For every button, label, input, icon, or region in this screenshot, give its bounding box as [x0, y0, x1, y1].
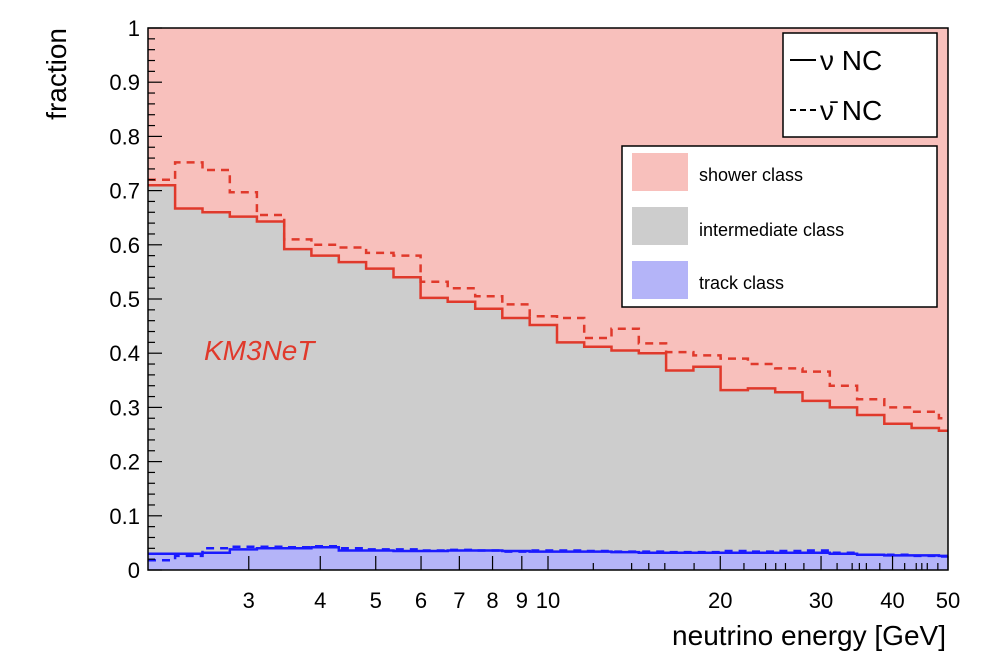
y-tick-label: 1 — [128, 16, 140, 41]
track-class-swatch — [632, 261, 688, 299]
series-lines — [148, 161, 948, 562]
y-axis-title: fraction — [41, 28, 72, 120]
intermediate-class-swatch — [632, 207, 688, 245]
line-style-legend: ν NC ν̄ NC — [782, 32, 938, 138]
shower-class-swatch — [632, 153, 688, 191]
y-tick-label: 0.7 — [109, 179, 140, 204]
series-line-track-boundary-solid — [148, 545, 948, 558]
y-tick-label: 0.4 — [109, 341, 140, 366]
y-tick-label: 0.2 — [109, 450, 140, 475]
intermediate-class-label: intermediate class — [699, 220, 844, 240]
x-tick-label: 20 — [708, 588, 732, 613]
class-legend: shower class intermediate class track cl… — [621, 145, 938, 308]
series-line-shower-boundary-dashed — [148, 161, 948, 420]
x-axis-title: neutrino energy [GeV] — [672, 620, 946, 651]
x-tick-label: 6 — [415, 588, 427, 613]
y-tick-label: 0.6 — [109, 233, 140, 258]
series-line-shower-boundary-solid — [148, 183, 948, 432]
legend-nubar-nc-label: ν̄ NC — [820, 95, 882, 126]
axes — [147, 27, 949, 571]
x-tick-label: 3 — [243, 588, 255, 613]
shower-class-label: shower class — [699, 165, 803, 185]
x-tick-label: 10 — [536, 588, 560, 613]
x-tick-label: 9 — [516, 588, 528, 613]
x-tick-label: 50 — [936, 588, 960, 613]
track-class-label: track class — [699, 273, 784, 293]
x-tick-label: 5 — [370, 588, 382, 613]
y-tick-label: 0.1 — [109, 504, 140, 529]
y-tick-label: 0.3 — [109, 395, 140, 420]
x-tick-label: 40 — [880, 588, 904, 613]
y-tick-label: 0 — [128, 558, 140, 583]
x-tick-label: 7 — [453, 588, 465, 613]
y-tick-label: 0.9 — [109, 70, 140, 95]
km3net-annotation: KM3NeT — [204, 335, 316, 366]
x-tick-label: 8 — [486, 588, 498, 613]
x-tick-label: 30 — [809, 588, 833, 613]
x-tick-label: 4 — [314, 588, 326, 613]
y-tick-label: 0.8 — [109, 124, 140, 149]
legend-nu-nc-label: ν NC — [820, 45, 882, 76]
y-tick-label: 0.5 — [109, 287, 140, 312]
tick-labels: 0 0.1 0.2 0.3 0.4 0.5 0.6 0.7 0.8 0.9 1 3 4 5 6 7 8 9 10 20… — [109, 16, 960, 613]
intermediate-class-region — [148, 185, 948, 570]
line-legend-box — [782, 32, 938, 138]
